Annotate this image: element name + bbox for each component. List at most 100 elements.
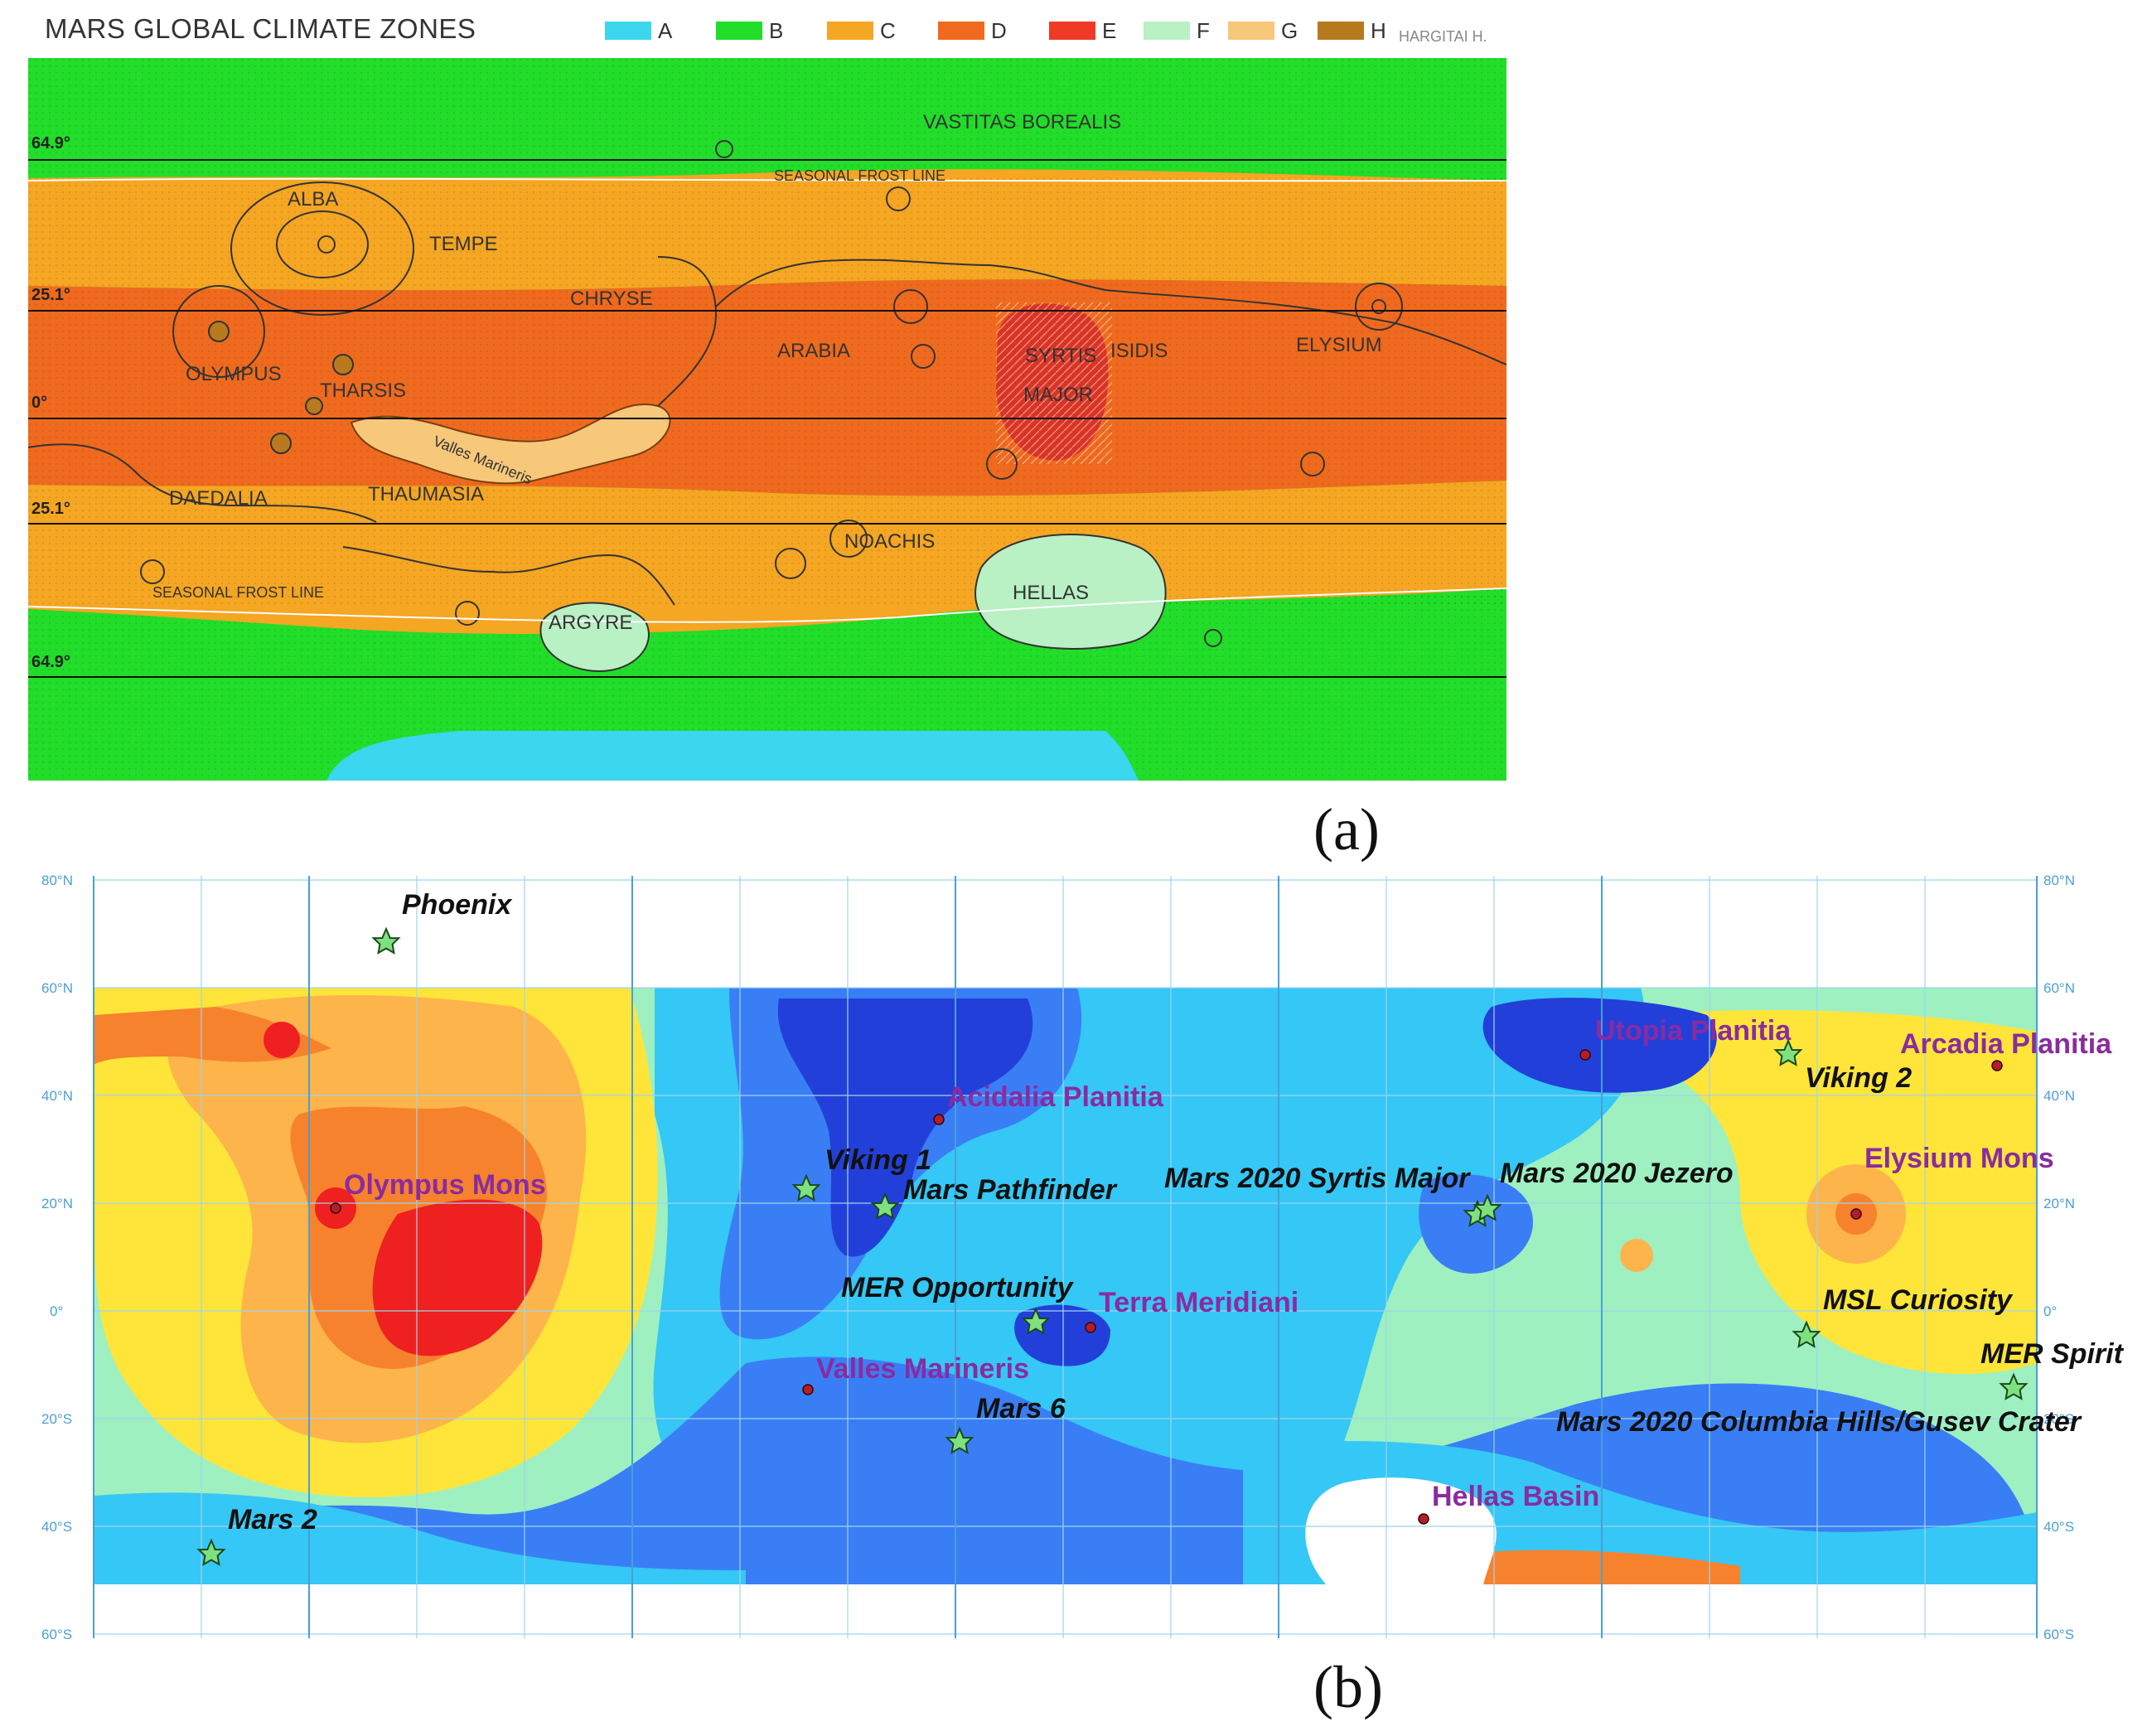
lat-tick-20s-left: 20°S bbox=[41, 1411, 73, 1427]
region-argyre: ARGYRE bbox=[549, 612, 633, 634]
lat-label-north-polar: 64.9° bbox=[31, 134, 70, 152]
lat-label-south-tropic: 25.1° bbox=[31, 500, 70, 518]
label-meridiani: Terra Meridiani bbox=[1099, 1287, 1299, 1318]
lat-tick-60n-right: 60°N bbox=[2043, 980, 2075, 996]
legend-label-d: D bbox=[991, 18, 1007, 43]
star-pathfinder bbox=[870, 1192, 900, 1220]
region-major: MAJOR bbox=[1023, 384, 1093, 406]
feature-dot-elysium bbox=[1850, 1208, 1862, 1220]
lat-tick-60s-right: 60°S bbox=[2043, 1627, 2075, 1642]
lat-label-equator: 0° bbox=[31, 394, 48, 412]
lat-tick-40n-right: 40°N bbox=[2043, 1088, 2075, 1104]
legend-label-f: F bbox=[1197, 18, 1210, 43]
zone-a-south-cap bbox=[326, 731, 1139, 781]
region-tharsis: THARSIS bbox=[320, 380, 407, 402]
legend-label-g: G bbox=[1281, 18, 1298, 43]
legend-swatch-c bbox=[827, 22, 873, 40]
feature-dot-arcadia bbox=[1991, 1060, 2003, 1071]
region-chryse: CHRYSE bbox=[570, 288, 653, 310]
zone-f-hellas bbox=[974, 534, 1167, 650]
panel-a-title: MARS GLOBAL CLIMATE ZONES bbox=[45, 13, 476, 44]
label-hellas: Hellas Basin bbox=[1432, 1481, 1600, 1512]
lat-label-south-polar: 64.9° bbox=[31, 653, 70, 671]
feature-dot-utopia bbox=[1579, 1049, 1591, 1061]
feature-dot-meridiani bbox=[1085, 1322, 1096, 1333]
lat-tick-20n-left: 20°N bbox=[41, 1196, 73, 1211]
lat-tick-20s-right: 20°S bbox=[2043, 1411, 2075, 1427]
hellas-basin-no-data bbox=[1305, 1477, 1497, 1584]
label-mars6: Mars 6 bbox=[976, 1393, 1066, 1424]
region-arabia: ARABIA bbox=[777, 340, 851, 362]
legend-swatch-e bbox=[1049, 22, 1095, 40]
lat-tick-40s-left: 40°S bbox=[41, 1519, 73, 1535]
star-phoenix bbox=[371, 926, 401, 955]
label-utopia: Utopia Planitia bbox=[1595, 1015, 1792, 1047]
region-seasonal-frost-south: SEASONAL FROST LINE bbox=[152, 584, 325, 601]
lat-tick-60n-left: 60°N bbox=[41, 980, 73, 996]
lat-label-north-tropic: 25.1° bbox=[31, 286, 70, 304]
panel-a-letter: (a) bbox=[1313, 796, 1380, 863]
label-elysium: Elysium Mons bbox=[1864, 1143, 2054, 1174]
star-spirit bbox=[1999, 1372, 2029, 1400]
feature-dot-olympus bbox=[330, 1202, 341, 1214]
lat-tick-80n-right: 80°N bbox=[2043, 873, 2075, 888]
region-noachis: NOACHIS bbox=[844, 530, 936, 553]
zone-h-olympus bbox=[208, 321, 230, 342]
star-viking1 bbox=[791, 1173, 821, 1202]
climate-zone-map: 64.9° 25.1° 0° 25.1° 64.9° VASTITAS BORE… bbox=[28, 58, 1506, 781]
label-mars2: Mars 2 bbox=[228, 1504, 317, 1535]
region-tempe: TEMPE bbox=[429, 233, 498, 255]
region-vastitas-borealis: VASTITAS BOREALIS bbox=[923, 111, 1122, 133]
lat-tick-60s-left: 60°S bbox=[41, 1627, 73, 1642]
lat-tick-40n-left: 40°N bbox=[41, 1088, 73, 1104]
lat-tick-20n-right: 20°N bbox=[2043, 1196, 2075, 1211]
map-credit: HARGITAI H. bbox=[1399, 28, 1487, 45]
legend-label-b: B bbox=[769, 18, 784, 43]
feature-dot-hellas bbox=[1418, 1513, 1429, 1525]
landing-site-map-graphic bbox=[93, 876, 2038, 1638]
label-viking1: Viking 1 bbox=[825, 1144, 932, 1176]
lat-tick-40s-right: 40°S bbox=[2043, 1519, 2075, 1535]
region-olympus: OLYMPUS bbox=[186, 363, 282, 385]
star-opportunity bbox=[1021, 1307, 1051, 1335]
label-curiosity: MSL Curiosity bbox=[1823, 1284, 2012, 1316]
star-jezero2020 bbox=[1473, 1193, 1502, 1221]
label-acidalia: Acidalia Planitia bbox=[947, 1081, 1163, 1113]
region-hellas: HELLAS bbox=[1013, 582, 1090, 604]
star-curiosity bbox=[1792, 1320, 1821, 1348]
legend-swatch-f bbox=[1144, 22, 1190, 40]
label-phoenix: Phoenix bbox=[402, 889, 512, 921]
star-mars6 bbox=[945, 1426, 974, 1454]
label-valles: Valles Marineris bbox=[816, 1353, 1030, 1385]
region-syrtis: SYRTIS bbox=[1025, 345, 1097, 367]
label-olympus: Olympus Mons bbox=[344, 1169, 546, 1201]
legend-swatch-d bbox=[938, 22, 984, 40]
label-arcadia: Arcadia Planitia bbox=[1900, 1028, 2112, 1060]
label-viking2: Viking 2 bbox=[1805, 1062, 1913, 1094]
region-daedalia: DAEDALIA bbox=[169, 487, 268, 510]
lat-tick-80n-left: 80°N bbox=[41, 873, 73, 888]
legend-label-e: E bbox=[1102, 18, 1117, 43]
feature-dot-acidalia bbox=[933, 1114, 945, 1125]
climate-zone-map-graphic bbox=[28, 58, 1506, 781]
legend-swatch-g bbox=[1228, 22, 1274, 40]
panel-b-letter: (b) bbox=[1313, 1654, 1383, 1720]
feature-dot-valles bbox=[802, 1384, 814, 1395]
legend-label-h: H bbox=[1371, 18, 1386, 43]
zone-g-valles bbox=[350, 404, 671, 485]
legend-label-a: A bbox=[658, 18, 673, 43]
star-mars2 bbox=[196, 1538, 226, 1566]
legend-swatch-h bbox=[1318, 22, 1364, 40]
label-jezero2020: Mars 2020 Jezero bbox=[1500, 1158, 1734, 1189]
label-pathfinder: Mars Pathfinder bbox=[903, 1174, 1116, 1206]
legend-swatch-a bbox=[605, 22, 651, 40]
region-seasonal-frost-north: SEASONAL FROST LINE bbox=[774, 167, 946, 184]
label-gusev2020: Mars 2020 Columbia Hills/Gusev Crater bbox=[1556, 1406, 2082, 1438]
lat-tick-0-right: 0° bbox=[2043, 1303, 2058, 1319]
label-opportunity: MER Opportunity bbox=[841, 1272, 1073, 1303]
region-isidis: ISIDIS bbox=[1110, 340, 1168, 362]
thermal-inertia-field bbox=[94, 988, 2037, 1584]
region-thaumasia: THAUMASIA bbox=[368, 483, 485, 505]
region-alba: ALBA bbox=[288, 188, 339, 210]
label-spirit: MER Spirit bbox=[1980, 1338, 2123, 1370]
